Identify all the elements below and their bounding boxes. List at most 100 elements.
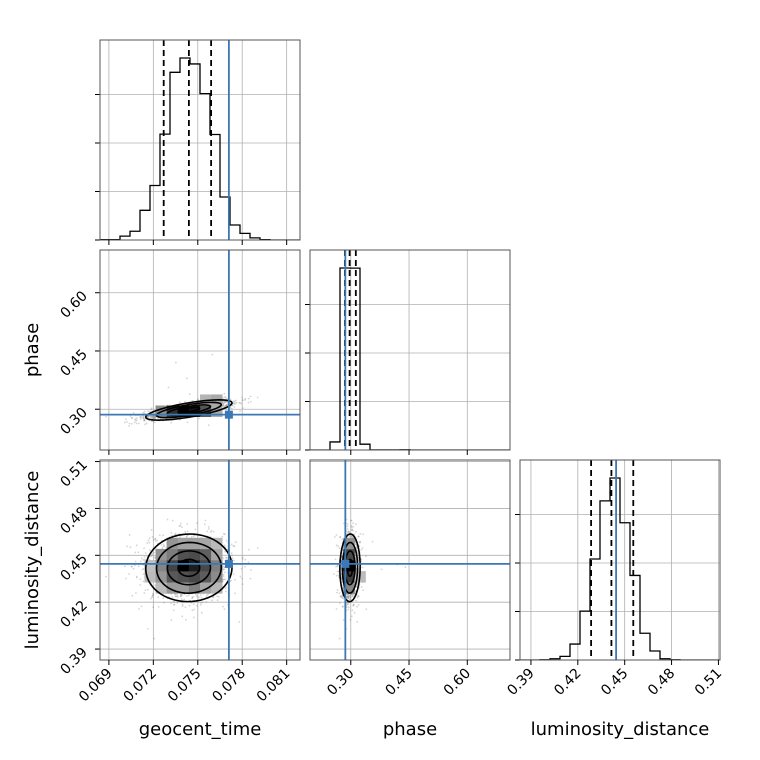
scatter-point [232, 559, 235, 562]
scatter-point [162, 534, 165, 537]
scatter-point [134, 418, 137, 421]
scatter-point [174, 532, 177, 535]
scatter-point [174, 361, 177, 364]
scatter-point [347, 595, 350, 598]
scatter-point [176, 596, 179, 598]
scatter-point [153, 415, 156, 418]
scatter-point [160, 544, 163, 546]
scatter-point [210, 529, 213, 532]
scatter-point [181, 603, 184, 606]
scatter-point [175, 595, 178, 598]
density-cell [166, 560, 179, 572]
density-cell [211, 560, 223, 572]
scatter-point [359, 540, 362, 543]
scatter-point [222, 557, 225, 560]
scatter-point [134, 419, 137, 422]
scatter-point [204, 519, 207, 522]
scatter-point [151, 415, 154, 418]
scatter-point [170, 421, 173, 424]
scatter-point [205, 601, 208, 603]
scatter-point [222, 568, 225, 571]
x-axis-label: geocent_time [139, 719, 262, 740]
scatter-point [239, 575, 242, 578]
scatter-point [154, 538, 156, 541]
scatter-point [349, 534, 351, 537]
scatter-point [150, 597, 152, 600]
scatter-point [238, 621, 241, 623]
panel-frame [99, 249, 301, 451]
scatter-point [153, 421, 156, 424]
scatter-point [333, 536, 336, 538]
scatter-point [130, 416, 133, 419]
scatter-point [207, 528, 210, 530]
scatter-point [351, 528, 354, 531]
scatter-point [337, 545, 339, 548]
density-cell [177, 560, 190, 572]
scatter-point [225, 397, 228, 400]
scatter-point [365, 608, 368, 611]
density-cell [200, 548, 212, 561]
contour-level [144, 399, 233, 421]
scatter-point [165, 546, 168, 549]
scatter-point [241, 583, 244, 585]
scatter-point [142, 417, 145, 420]
scatter-point [154, 416, 157, 419]
density-cell [343, 571, 355, 583]
scatter-point [139, 584, 142, 586]
density-cell [200, 582, 212, 594]
scatter-point [333, 573, 335, 575]
scatter-point [143, 410, 146, 413]
scatter-point [224, 404, 227, 407]
scatter-point [175, 593, 178, 596]
scatter-point [224, 396, 227, 399]
scatter-point [185, 618, 187, 621]
scatter-point [346, 601, 348, 604]
density-cell [211, 537, 223, 550]
scatter-point [146, 627, 149, 630]
scatter-point [126, 545, 128, 548]
scatter-point [239, 402, 242, 404]
x-tick-label: 0.075 [165, 666, 205, 706]
scatter-point [336, 565, 339, 568]
density-cell [177, 548, 190, 561]
scatter-point [133, 421, 136, 424]
scatter-point [163, 545, 166, 547]
scatter-point [224, 590, 227, 593]
scatter-point [230, 552, 233, 555]
scatter-point [241, 396, 244, 399]
scatter-point [178, 536, 181, 539]
scatter-point [157, 417, 159, 420]
density-cell [166, 548, 179, 561]
density-cell [166, 405, 179, 417]
scatter-point [222, 402, 225, 405]
scatter-point [229, 580, 232, 583]
scatter-point [241, 399, 244, 401]
scatter-point [206, 530, 209, 533]
scatter-point [340, 555, 343, 558]
scatter-point [339, 536, 342, 539]
scatter-point [350, 535, 353, 538]
scatter-point [148, 541, 151, 544]
scatter-point [191, 609, 194, 612]
x-tick-label: 0.51 [692, 666, 725, 699]
scatter-point [360, 586, 363, 588]
scatter-point [354, 554, 357, 557]
y-tick-label: 0.45 [57, 551, 90, 584]
scatter-point [179, 522, 182, 525]
scatter-point [172, 609, 175, 612]
scatter-point [349, 618, 352, 621]
scatter-point [128, 534, 131, 536]
scatter-point [354, 553, 357, 556]
scatter-point [224, 550, 227, 553]
grid [100, 250, 300, 450]
scatter-point [142, 416, 145, 418]
scatter-point [232, 402, 235, 405]
scatter-point [144, 589, 147, 592]
scatter-point [347, 606, 350, 609]
scatter-point [150, 420, 153, 423]
scatter-point [350, 524, 353, 527]
scatter-point [350, 593, 353, 596]
scatter-point [139, 560, 142, 563]
scatter-point [183, 598, 186, 601]
scatter-point [105, 415, 107, 418]
